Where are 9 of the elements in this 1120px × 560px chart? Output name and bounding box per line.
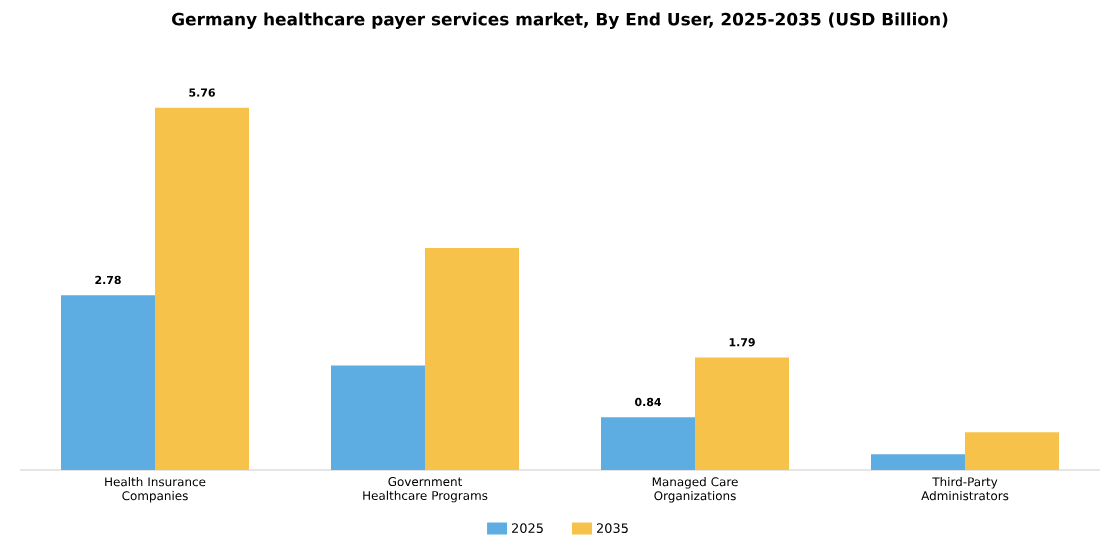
bar (871, 454, 966, 470)
bar (331, 365, 425, 470)
bar (695, 357, 790, 470)
bar (601, 417, 696, 470)
bar (61, 295, 155, 470)
chart-title: Germany healthcare payer services market, By End User, 2025-2035 (USD Billion) (172, 12, 948, 29)
bar (155, 107, 249, 470)
bar (425, 247, 520, 470)
bar (965, 432, 1060, 470)
